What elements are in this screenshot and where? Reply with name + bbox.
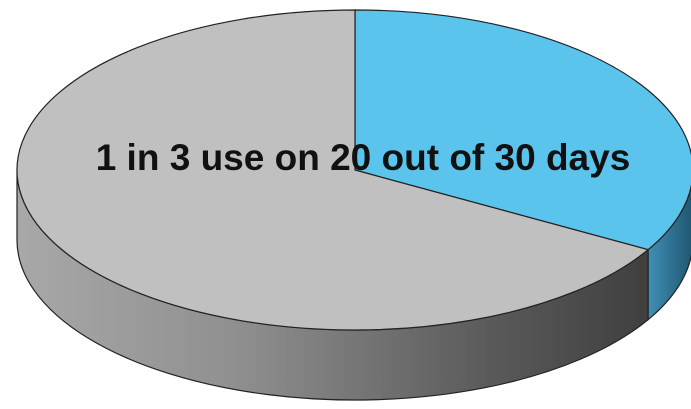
- chart-annotation: 1 in 3 use on 20 out of 30 days: [96, 137, 631, 178]
- pie-slice-0: [354, 9, 691, 251]
- pie-slice-1: [16, 9, 650, 331]
- pie-top-slices: [16, 9, 691, 331]
